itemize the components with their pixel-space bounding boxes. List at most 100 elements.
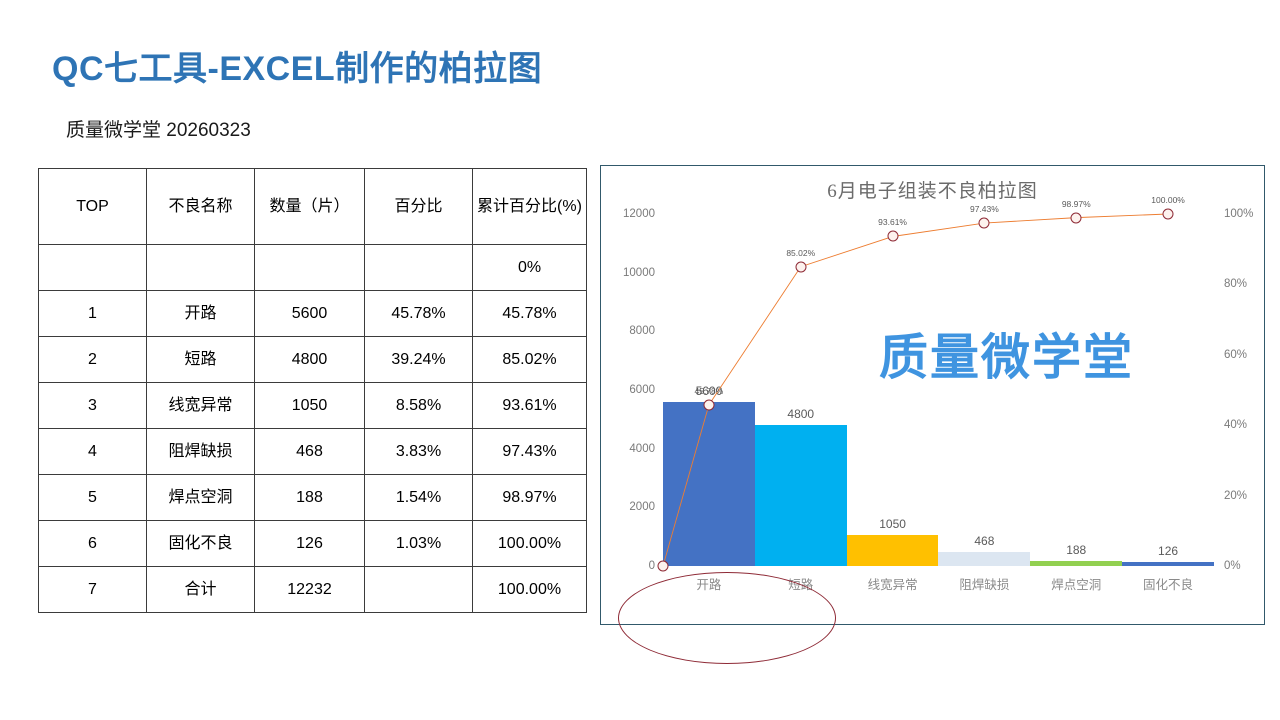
table-cell: 短路 — [146, 336, 255, 383]
table-cell: 468 — [254, 428, 365, 475]
y2-axis-tick-label: 100% — [1224, 208, 1254, 220]
table-cell: 126 — [254, 520, 365, 567]
table-cell: 8.58% — [364, 382, 473, 429]
cumulative-percent-label: 45.78% — [694, 385, 724, 396]
table-cell: 85.02% — [472, 336, 587, 383]
y2-axis-tick-label: 0% — [1224, 560, 1241, 572]
y2-axis-tick-label: 80% — [1224, 278, 1248, 291]
table-header-cell: 不良名称 — [146, 168, 255, 245]
table-row: 0% — [38, 244, 587, 291]
line-marker[interactable] — [978, 217, 990, 229]
table-row: 1 开路 5600 45.78% 45.78% — [38, 290, 587, 337]
chart-plot-area: 0 2000 4000 6000 8000 10000 12000 0% 20% 40% 60% 8… — [623, 195, 1253, 572]
table-cell: 1.54% — [364, 474, 473, 521]
table-cell: 固化不良 — [146, 520, 255, 567]
table-cell: 5 — [38, 474, 147, 521]
cumulative-percent-label: 97.43% — [969, 204, 999, 215]
x-axis-label: 固化不良 — [1143, 578, 1194, 592]
table-cell: 5600 — [254, 290, 365, 337]
table-row: 5 焊点空洞 188 1.54% 98.97% — [38, 474, 587, 521]
bar-slot[interactable]: 1050 — [846, 214, 939, 566]
table-header-cell: TOP — [38, 168, 147, 245]
table-cell — [254, 244, 365, 291]
table-cell — [38, 244, 147, 291]
line-marker[interactable] — [1070, 212, 1082, 224]
table-cell: 线宽异常 — [146, 382, 255, 429]
y-axis-tick-label: 6000 — [629, 384, 655, 396]
pareto-table: TOP 不良名称 数量（片） 百分比 累计百分比(%) 0% 1 开路 5600 45.78% 45… — [38, 168, 587, 613]
table-row: 7 合计 12232 100.00% — [38, 566, 587, 613]
chart-title: 6月电子组装不良柏拉图 — [827, 181, 1038, 202]
red-ellipse-annotation — [618, 572, 836, 664]
cumulative-percent-label: 98.97% — [1061, 198, 1091, 209]
line-marker[interactable] — [657, 560, 669, 572]
table-cell: 6 — [38, 520, 147, 567]
table-cell: 3.83% — [364, 428, 473, 475]
table-cell: 1050 — [254, 382, 365, 429]
table-cell: 合计 — [146, 566, 255, 613]
table-cell: 7 — [38, 566, 147, 613]
page-title: QC七工具-EXCEL制作的柏拉图 — [52, 50, 543, 88]
pareto-chart[interactable]: 6月电子组装不良柏拉图 0 2000 4000 6000 8000 10000 12000 … — [600, 165, 1265, 625]
line-marker[interactable] — [703, 399, 715, 411]
bar[interactable] — [938, 552, 1031, 566]
table-cell — [364, 244, 473, 291]
table-row: 2 短路 4800 39.24% 85.02% — [38, 336, 587, 383]
y2-axis-tick-label: 40% — [1224, 419, 1248, 432]
table-cell: 3 — [38, 382, 147, 429]
cumulative-percent-label: 85.02% — [786, 247, 816, 258]
table-cell: 100.00% — [472, 520, 587, 567]
bar-value-label: 1050 — [879, 517, 906, 532]
table-cell — [364, 566, 473, 613]
bar[interactable] — [846, 535, 939, 566]
bar-value-label: 188 — [1066, 542, 1087, 557]
bar-series: 5600 4800 1050 468 188 126 — [663, 214, 1214, 566]
x-axis-label: 线宽异常 — [867, 578, 918, 592]
y-axis-tick-label: 8000 — [629, 325, 655, 338]
bar[interactable] — [1122, 562, 1214, 566]
y-axis-tick-label: 12000 — [623, 208, 655, 220]
table-row: 6 固化不良 126 1.03% 100.00% — [38, 520, 587, 567]
table-cell: 188 — [254, 474, 365, 521]
y-axis-tick-label: 10000 — [623, 266, 655, 279]
y2-axis-tick-label: 60% — [1224, 348, 1248, 361]
x-axis-label: 阻焊缺损 — [959, 578, 1010, 592]
bar-slot[interactable]: 126 — [1122, 214, 1214, 566]
cumulative-percent-label: 93.61% — [878, 217, 907, 228]
table-cell: 开路 — [146, 290, 255, 337]
table-cell: 39.24% — [364, 336, 473, 383]
y-axis-tick-label: 0 — [648, 560, 655, 572]
bar[interactable] — [754, 425, 847, 566]
table-cell: 焊点空洞 — [146, 474, 255, 521]
table-cell — [146, 244, 255, 291]
table-cell: 2 — [38, 336, 147, 383]
bar-slot[interactable]: 468 — [938, 214, 1031, 566]
table-cell: 阻焊缺损 — [146, 428, 255, 475]
table-cell: 98.97% — [472, 474, 587, 521]
bar-value-label: 4800 — [787, 407, 815, 422]
page-subtitle: 质量微学堂 20260323 — [66, 120, 251, 141]
bar[interactable] — [1030, 560, 1123, 566]
line-marker[interactable] — [887, 230, 899, 242]
table-cell: 45.78% — [364, 290, 473, 337]
table-cell: 1.03% — [364, 520, 473, 567]
table-header-cell: 数量（片） — [254, 168, 365, 245]
line-marker[interactable] — [795, 261, 807, 273]
table-header-cell: 百分比 — [364, 168, 473, 245]
table-cell: 45.78% — [472, 290, 587, 337]
cumulative-percent-label: 100.00% — [1151, 195, 1185, 205]
bar-slot[interactable]: 188 — [1030, 214, 1123, 566]
table-cell: 1 — [38, 290, 147, 337]
table-cell: 100.00% — [472, 566, 587, 613]
y-axis-tick-label: 2000 — [629, 501, 655, 514]
bar-value-label: 126 — [1158, 544, 1179, 559]
table-cell: 0% — [472, 244, 587, 291]
table-cell: 4800 — [254, 336, 365, 383]
table-row: 4 阻焊缺损 468 3.83% 97.43% — [38, 428, 587, 475]
line-marker[interactable] — [1162, 208, 1174, 220]
y-axis-tick-label: 4000 — [629, 442, 655, 455]
y2-axis-tick-label: 20% — [1224, 489, 1248, 502]
table-header-row: TOP 不良名称 数量（片） 百分比 累计百分比(%) — [38, 168, 587, 245]
bar[interactable] — [663, 401, 755, 566]
